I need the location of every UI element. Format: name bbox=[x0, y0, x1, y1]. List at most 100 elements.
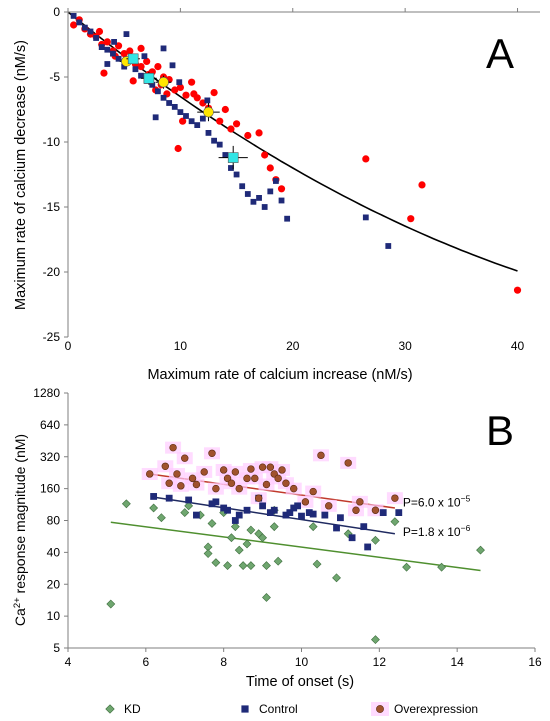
legend-label-overexpression: Overexpression bbox=[394, 702, 478, 716]
panel-a-blue-point bbox=[188, 118, 195, 125]
panel-a-red-point bbox=[210, 89, 218, 97]
panel-a-ticks: 0 10 20 30 40 0 -5 -10 -15 -20 -25 bbox=[43, 5, 525, 353]
panel-a-red-point bbox=[100, 69, 108, 77]
panel-a-blue-point bbox=[267, 188, 274, 195]
panel-a-blue-point bbox=[362, 214, 369, 221]
panel-b-control-point bbox=[193, 511, 200, 519]
panel-b: 4 6 8 10 12 14 16 5 10 20 40 80 160 320 640 1280 P=6.0 … bbox=[12, 386, 542, 716]
panel-b-control-point bbox=[282, 511, 290, 519]
panel-b-kd-point bbox=[262, 593, 271, 602]
panel-b-p-value-exponent: −6 bbox=[461, 523, 471, 533]
panel-b-y-tick-label: 1280 bbox=[33, 386, 60, 400]
panel-a-red-point bbox=[188, 78, 196, 86]
panel-b-overexpression-point bbox=[251, 474, 259, 483]
panel-b-control-point bbox=[337, 514, 344, 522]
panel-b-overexpression-point bbox=[317, 451, 325, 460]
panel-b-kd-point bbox=[269, 522, 279, 532]
panel-b-kd-point bbox=[262, 561, 271, 571]
panel-a-blue-point bbox=[194, 122, 201, 128]
panel-b-p-value-exponent: −5 bbox=[461, 494, 471, 504]
panel-a-red-point bbox=[227, 125, 235, 133]
panel-a-red-point bbox=[129, 77, 137, 85]
panel-b-control-point bbox=[309, 510, 317, 518]
panel-b-overexpression-point bbox=[173, 470, 181, 478]
panel-b-kd-point bbox=[184, 501, 194, 511]
panel-a-y-tick-label: -25 bbox=[43, 330, 61, 344]
panel-a-red-point bbox=[266, 164, 274, 172]
panel-b-overexpression-point bbox=[371, 506, 380, 514]
panel-b-control-point bbox=[165, 494, 173, 502]
panel-b-control-point bbox=[290, 504, 298, 512]
panel-b-control-point bbox=[298, 512, 305, 520]
panel-a-red-point bbox=[154, 63, 162, 71]
panel-b-kd-point bbox=[258, 533, 268, 543]
panel-a-mean-point bbox=[143, 73, 155, 84]
panel-b-control-point bbox=[220, 504, 228, 512]
panel-a-blue-point bbox=[141, 53, 148, 60]
panel-b-p-value: P=1.8 x 10−6 bbox=[403, 523, 471, 539]
panel-a-blue-point bbox=[273, 178, 279, 184]
panel-b-y-label-superscript: 2+ bbox=[12, 597, 23, 608]
panel-b-kd-point bbox=[437, 562, 447, 572]
panel-a-blue-point bbox=[152, 114, 159, 121]
panel-b-overexpression-point bbox=[290, 484, 298, 493]
panel-b-control-point bbox=[364, 543, 372, 551]
panel-b-kd-point bbox=[180, 508, 190, 518]
panel-a-blue-point bbox=[104, 46, 111, 53]
panel-a-blue-point bbox=[149, 81, 156, 88]
panel-a-x-tick-label: 20 bbox=[286, 339, 300, 353]
panel-b-trend-control bbox=[153, 496, 396, 535]
panel-b-kd-point bbox=[242, 539, 252, 549]
panel-b-control-point bbox=[243, 506, 251, 514]
panel-b-control-point bbox=[185, 496, 193, 504]
panel-b-label: B bbox=[486, 407, 514, 454]
panel-a-blue-point bbox=[284, 215, 291, 222]
panel-a-mean-point bbox=[203, 106, 214, 118]
panel-b-control-point bbox=[150, 493, 158, 500]
panel-b-y-label: Ca2+ response magnitude (nM) bbox=[12, 434, 28, 626]
panel-b-overexpression-point bbox=[391, 494, 399, 502]
panel-b-overexpression-point bbox=[344, 459, 352, 467]
panel-b-x-tick-label: 4 bbox=[65, 655, 72, 669]
panel-a-blue-point bbox=[110, 50, 116, 57]
panel-a-blue-point bbox=[199, 115, 206, 122]
panel-a-fit-curve bbox=[67, 11, 518, 272]
panel-b-x-tick-label: 10 bbox=[295, 655, 309, 669]
panel-a-blue-point bbox=[169, 62, 176, 69]
panel-a-blue-point bbox=[111, 39, 117, 45]
panel-a-blue-point bbox=[104, 61, 111, 67]
panel-a-blue-point bbox=[166, 100, 173, 106]
panel-a-red-point bbox=[120, 50, 128, 58]
panel-a-blue-point bbox=[115, 55, 122, 62]
panel-a-red-point bbox=[143, 57, 151, 65]
panel-b-y-tick-label: 320 bbox=[40, 450, 60, 464]
panel-b-p-value: P=6.0 x 10−5 bbox=[403, 494, 471, 510]
panel-b-kd-point bbox=[273, 556, 283, 566]
panel-b-kd-point bbox=[238, 561, 248, 571]
panel-b-overexpression-point bbox=[169, 443, 177, 452]
legend-label-kd: KD bbox=[124, 702, 141, 716]
panel-b-y-tick-label: 80 bbox=[47, 514, 61, 528]
panel-b-overexpression-point bbox=[227, 479, 236, 487]
panel-a-blue-point bbox=[123, 31, 130, 37]
panel-b-x-tick-label: 12 bbox=[373, 655, 387, 669]
panel-b-y-tick-label: 640 bbox=[40, 418, 60, 432]
panel-a-red-point bbox=[255, 129, 263, 137]
legend-marker-overexpression bbox=[376, 705, 384, 713]
panel-b-control-point bbox=[321, 511, 329, 519]
panel-a-blue-point bbox=[250, 198, 257, 205]
panel-a-blue-point bbox=[278, 197, 285, 204]
panel-a-blue-point bbox=[233, 171, 240, 178]
panel-b-kd-point bbox=[121, 499, 131, 509]
panel-a-red-point bbox=[174, 144, 182, 153]
panel-b-kd-point bbox=[230, 522, 240, 532]
panel-a-blue-point bbox=[87, 28, 94, 35]
panel-b-p-value-text: P=6.0 x 10 bbox=[403, 496, 461, 510]
panel-a-blue-point bbox=[171, 104, 178, 110]
panel-a-red-point bbox=[70, 21, 78, 29]
panel-a-red-point bbox=[126, 47, 134, 55]
panel-b-points-layer bbox=[106, 441, 485, 645]
panel-b-p-value-text: P=1.8 x 10 bbox=[403, 525, 461, 539]
